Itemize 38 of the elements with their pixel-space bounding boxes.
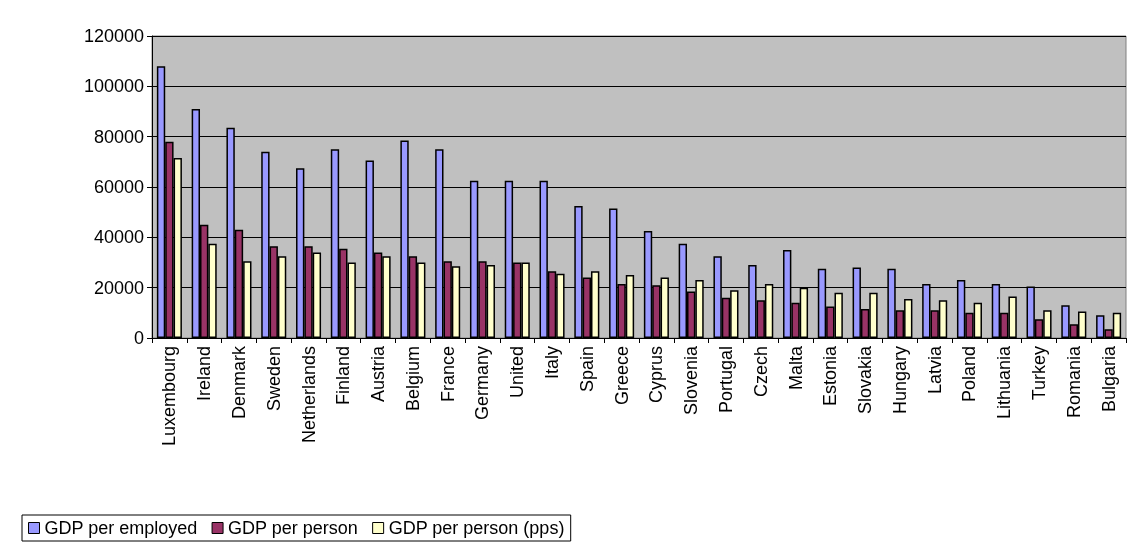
x-tick-label: Turkey — [1029, 346, 1050, 401]
x-tick-label: Netherlands — [298, 346, 319, 444]
x-tick-label: Germany — [472, 346, 493, 421]
legend-label: GDP per person (pps) — [388, 518, 565, 538]
x-tick-label: Bulgaria — [1098, 345, 1119, 413]
legend-label: GDP per employed — [44, 518, 198, 538]
x-tick-label: Lithuania — [994, 345, 1015, 420]
x-tick-label: Austria — [368, 345, 389, 403]
y-tick-label: 120000 — [83, 26, 144, 46]
x-tick-label: Denmark — [228, 345, 249, 420]
x-tick-label: Estonia — [820, 345, 841, 407]
x-tick-label: Spain — [576, 346, 597, 393]
y-tick-label: 0 — [133, 328, 144, 348]
x-tick-label: Italy — [542, 346, 563, 380]
x-tick-label: United — [507, 346, 528, 399]
x-tick-label: Malta — [785, 345, 806, 391]
x-tick-label: Belgium — [402, 346, 423, 412]
y-tick-label: 20000 — [93, 277, 144, 298]
x-tick-label: France — [437, 346, 458, 403]
x-tick-label: Sweden — [263, 346, 284, 412]
x-tick-label: Slovenia — [681, 345, 702, 416]
x-tick-label: Romania — [1063, 345, 1084, 419]
x-tick-label: Hungary — [889, 346, 910, 415]
x-tick-label: Slovakia — [855, 345, 876, 415]
x-tick-label: Latvia — [924, 345, 945, 395]
y-tick-label: 100000 — [83, 76, 144, 97]
x-tick-label: Cyprus — [646, 346, 667, 404]
x-tick-label: Ireland — [194, 346, 215, 402]
x-tick-label: Greece — [611, 346, 632, 406]
legend-label: GDP per person — [228, 518, 358, 538]
y-tick-label: 60000 — [93, 177, 144, 197]
x-tick-label: Finland — [333, 346, 354, 406]
x-tick-label: Poland — [959, 346, 980, 403]
x-tick-label: Luxembourg — [159, 346, 180, 447]
x-tick-label: Czech — [750, 346, 771, 398]
y-tick-label: 40000 — [93, 227, 144, 248]
y-tick-label: 80000 — [93, 126, 144, 147]
x-tick-label: Portugal — [715, 346, 736, 414]
